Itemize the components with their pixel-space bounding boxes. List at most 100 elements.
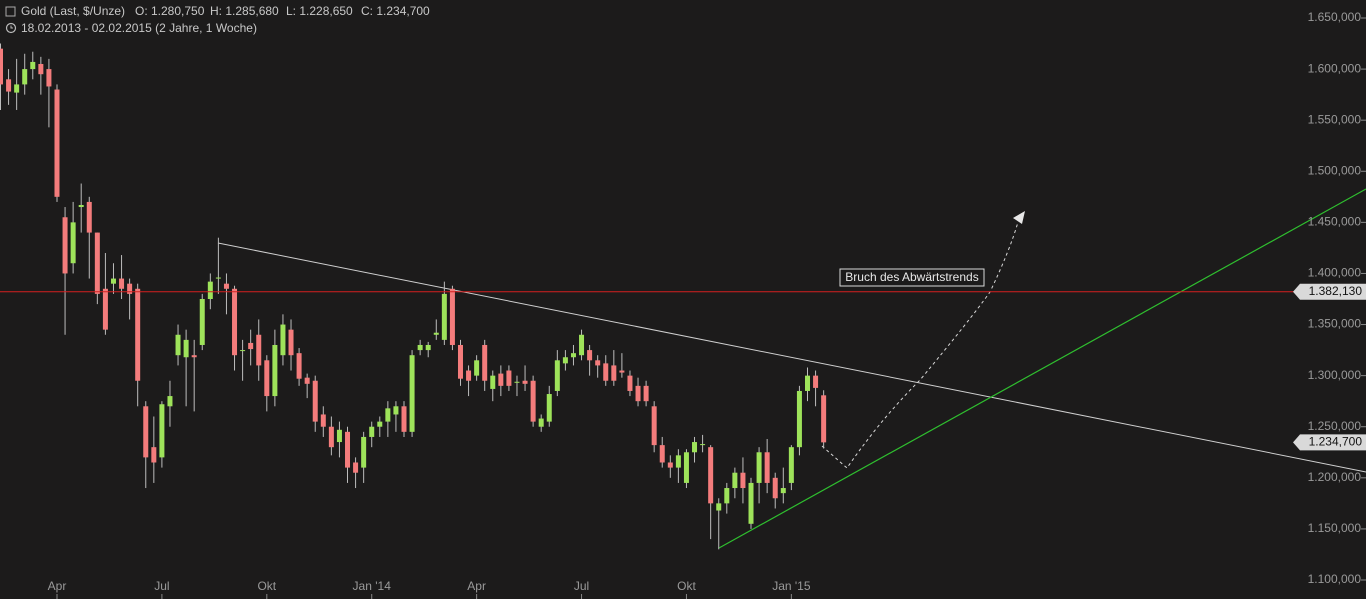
candle-body: [199, 299, 205, 345]
candle-body: [264, 360, 270, 397]
chart-icon: [5, 6, 16, 17]
candle-body: [425, 344, 431, 351]
candle-body: [0, 48, 3, 85]
candle-body: [595, 360, 601, 366]
candle-body: [772, 477, 778, 499]
candle-body: [135, 288, 141, 381]
candle-body: [603, 363, 609, 381]
uptrend-line: [718, 188, 1366, 549]
candle-body: [288, 329, 294, 356]
candle-body: [417, 344, 423, 351]
ohlc-label: L: 1.228,650: [286, 4, 353, 18]
last-price-label: 1.234,700: [1309, 435, 1363, 449]
y-tick-label: 1.650,000: [1308, 10, 1362, 24]
candle-body: [272, 344, 278, 397]
candle-body: [280, 324, 286, 356]
last-price-tag: [1293, 434, 1366, 451]
y-tick-label: 1.100,000: [1308, 572, 1362, 586]
candle-body: [659, 445, 665, 463]
level-tag: [1293, 283, 1366, 300]
candle-body: [409, 355, 415, 432]
x-tick-label: Apr: [467, 579, 486, 593]
candle-body: [312, 380, 318, 422]
candle-body: [530, 380, 536, 422]
clock-icon: [5, 22, 17, 34]
x-tick-label: Jan '15: [772, 579, 811, 593]
candle-body: [86, 201, 92, 233]
candle-body: [70, 222, 76, 264]
candle-body: [433, 332, 439, 335]
candle-body: [635, 385, 641, 402]
candle-body: [651, 406, 657, 446]
x-tick-label: Apr: [48, 579, 67, 593]
ohlc-label: C: 1.234,700: [361, 4, 430, 18]
y-tick-label: 1.600,000: [1308, 61, 1362, 75]
candle-body: [336, 429, 342, 443]
candle-body: [62, 217, 68, 274]
candle-body: [215, 277, 221, 279]
candle-body: [546, 394, 552, 422]
candle-body: [345, 431, 351, 468]
candle-body: [764, 452, 770, 483]
candle-body: [498, 373, 504, 386]
candle-body: [780, 488, 786, 494]
candle-body: [474, 360, 480, 376]
candle-body: [514, 381, 520, 383]
candle-body: [554, 360, 560, 391]
y-tick-label: 1.250,000: [1308, 419, 1362, 433]
candle-body: [692, 442, 698, 453]
candle-body: [369, 426, 375, 437]
candle-body: [304, 377, 310, 384]
candle-body: [441, 293, 447, 340]
candle-body: [46, 69, 52, 87]
candle-body: [183, 339, 189, 358]
candle-body: [788, 447, 794, 483]
candle-body: [538, 418, 544, 427]
y-tick-label: 1.350,000: [1308, 317, 1362, 331]
candle-body: [457, 344, 463, 379]
candle-body: [151, 447, 157, 463]
candle-body: [30, 61, 36, 70]
candle-body: [643, 385, 649, 402]
candle-body: [377, 421, 383, 427]
candle-body: [6, 79, 12, 92]
candle-body: [821, 395, 827, 443]
candle-body: [611, 365, 617, 381]
x-tick-label: Jan '14: [353, 579, 392, 593]
arrow-head: [1013, 211, 1025, 224]
x-tick-label: Okt: [677, 579, 696, 593]
candle-body: [175, 334, 181, 356]
candle-body: [110, 278, 116, 284]
candle-body: [102, 288, 108, 330]
candle-body: [796, 390, 802, 448]
y-tick-label: 1.150,000: [1308, 521, 1362, 535]
candle-body: [22, 69, 28, 85]
candle-body: [159, 404, 165, 458]
candle-body: [587, 350, 593, 361]
chart-title: Gold (Last, $/Unze): [21, 4, 125, 18]
x-tick-label: Jul: [574, 579, 589, 593]
candle-body: [127, 283, 133, 294]
candle-body: [14, 84, 20, 93]
candle-body: [240, 350, 246, 352]
candle-body: [724, 488, 730, 504]
candle-body: [232, 288, 238, 356]
candle-body: [813, 375, 819, 388]
candle-body: [627, 375, 633, 391]
y-tick-label: 1.500,000: [1308, 163, 1362, 177]
candle-body: [328, 426, 334, 448]
candle-body: [748, 482, 754, 524]
candle-body: [401, 406, 407, 432]
candle-body: [78, 204, 84, 208]
candle-body: [54, 89, 60, 197]
header: Gold (Last, $/Unze) O: 1.280,750 H: 1.28…: [5, 4, 430, 35]
downtrend-line: [217, 242, 1366, 473]
candle-body: [482, 344, 488, 381]
candle-body: [207, 281, 213, 299]
candle-body: [740, 472, 746, 489]
x-tick-label: Okt: [257, 579, 276, 593]
chart-subtitle: 18.02.2013 - 02.02.2015 (2 Jahre, 1 Woch…: [21, 21, 257, 35]
candle-body: [385, 408, 391, 422]
candle-body: [320, 414, 326, 427]
